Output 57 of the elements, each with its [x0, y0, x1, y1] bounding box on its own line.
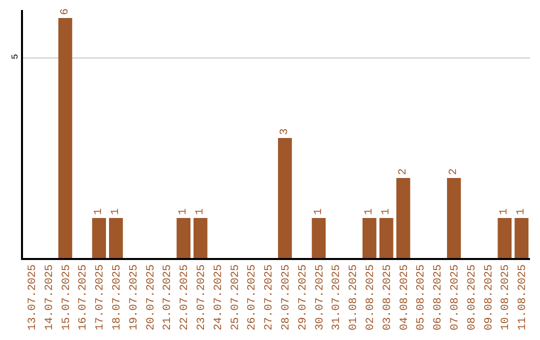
x-tick-label: 23.07.2025: [196, 264, 208, 330]
x-tick-label: 06.08.2025: [432, 264, 445, 330]
x-tick-label: 24.07.2025: [212, 264, 225, 330]
x-tick-label: 17.07.2025: [94, 264, 107, 330]
bar: [109, 218, 123, 258]
bar: [379, 218, 394, 258]
data-label: 1: [178, 208, 190, 215]
bar: [58, 18, 72, 258]
x-tick-label: 27.07.2025: [264, 264, 276, 330]
bar: [278, 138, 292, 258]
data-label: 1: [516, 208, 528, 215]
x-tick-label: 08.08.2025: [466, 264, 478, 330]
x-tick-label: 07.08.2025: [450, 264, 462, 330]
x-tick-label: 31.07.2025: [331, 264, 344, 330]
bar: [92, 218, 106, 258]
x-tick-label: 20.07.2025: [145, 264, 158, 330]
x-tick-label: 30.07.2025: [314, 264, 326, 330]
x-tick-label: 29.07.2025: [297, 264, 310, 330]
data-label: 1: [110, 208, 122, 215]
data-label: 3: [278, 128, 291, 135]
y-tick-label: 5: [10, 54, 20, 60]
data-label: 2: [397, 168, 410, 175]
data-label: 1: [380, 208, 392, 215]
x-tick-label: 16.07.2025: [78, 264, 90, 330]
x-tick-label: 03.08.2025: [382, 264, 394, 330]
data-label: 1: [363, 208, 376, 215]
bar: [176, 218, 190, 258]
bar: [396, 178, 410, 258]
bar: [498, 218, 512, 258]
x-tick-label: 01.08.2025: [348, 264, 360, 330]
data-label: 2: [448, 168, 460, 175]
x-tick-label: 28.07.2025: [280, 264, 293, 330]
x-tick-label: 26.07.2025: [246, 264, 259, 330]
bar: [194, 218, 208, 258]
data-label: 1: [194, 208, 206, 215]
bar: [362, 218, 376, 258]
x-tick-label: 22.07.2025: [179, 264, 192, 330]
x-tick-label: 19.07.2025: [128, 264, 140, 330]
x-tick-label: 04.08.2025: [398, 264, 411, 330]
data-label: 1: [312, 208, 325, 215]
x-tick-label: 21.07.2025: [162, 264, 174, 330]
data-label: 1: [498, 208, 511, 215]
x-tick-label: 11.08.2025: [517, 264, 530, 330]
bar: [514, 218, 528, 258]
x-tick-label: 25.07.2025: [230, 264, 242, 330]
x-tick-label: 10.08.2025: [500, 264, 512, 330]
bar: [312, 218, 326, 258]
x-tick-label: 02.08.2025: [365, 264, 378, 330]
bar: [447, 178, 461, 258]
x-tick-label: 18.07.2025: [112, 264, 124, 330]
x-tick-label: 14.07.2025: [44, 264, 56, 330]
x-tick-label: 15.07.2025: [60, 264, 73, 330]
x-tick-label: 13.07.2025: [27, 264, 40, 330]
x-tick-label: 05.08.2025: [416, 264, 428, 330]
data-label: 1: [93, 208, 106, 215]
data-label: 6: [59, 8, 72, 15]
x-tick-label: 09.08.2025: [483, 264, 496, 330]
